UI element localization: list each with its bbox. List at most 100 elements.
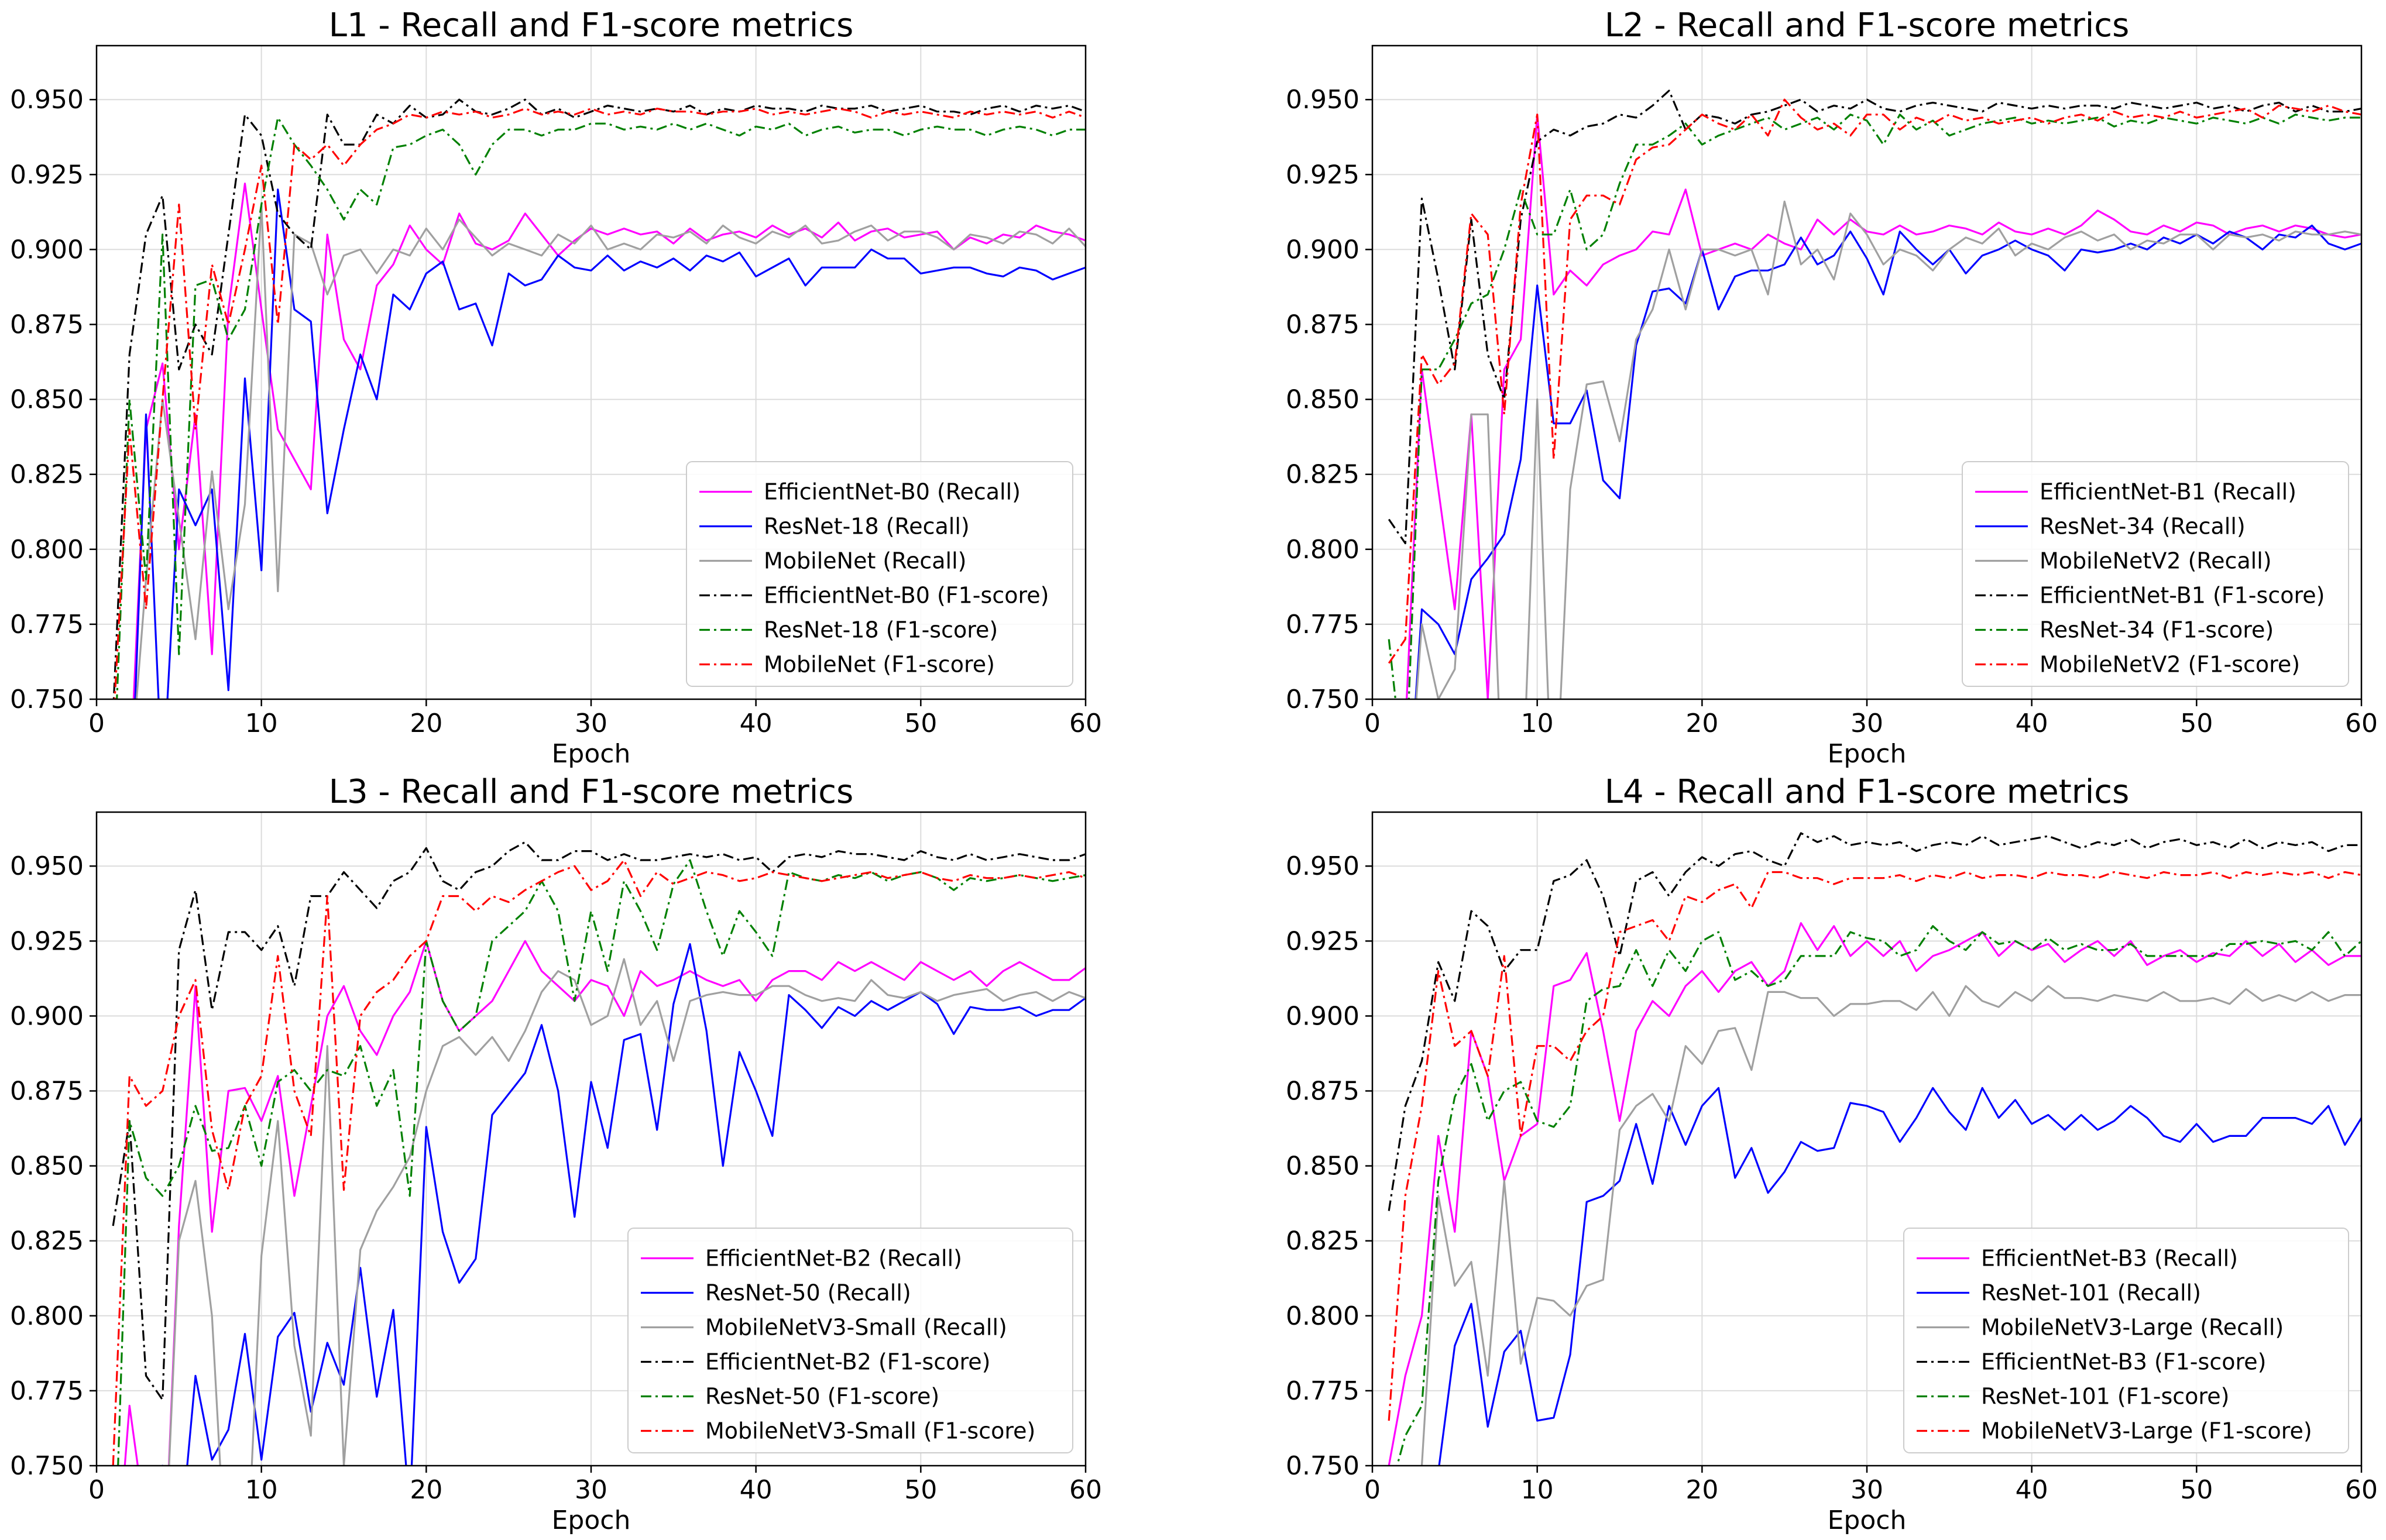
- x-tick-label: 50: [2180, 709, 2213, 738]
- series-line-5: [117, 859, 1086, 1466]
- y-tick-label: 0.850: [10, 385, 84, 415]
- x-tick-label: 20: [410, 1475, 442, 1505]
- legend-label: MobileNet (F1-score): [764, 652, 995, 678]
- series-line-3: [1420, 985, 2361, 1466]
- chart-panel-2: 0 10 20 30 40 50 60 0.750 0.775 0.800 0.825 0.850 0.…: [1286, 6, 2378, 769]
- x-tick-label: 50: [2180, 1475, 2213, 1505]
- x-axis-label: Epoch: [1828, 739, 1907, 769]
- series-line-5: [1388, 114, 2361, 699]
- legend-label: EfficientNet-B2 (F1-score): [705, 1349, 990, 1375]
- legend-label: MobileNetV2 (Recall): [2040, 548, 2272, 574]
- x-tick-label: 60: [1069, 709, 1102, 738]
- legend-label: EfficientNet-B0 (F1-score): [764, 583, 1049, 609]
- legend-label: EfficientNet-B2 (Recall): [705, 1246, 962, 1271]
- x-tick-label: 40: [740, 709, 773, 738]
- legend: EfficientNet-B1 (Recall) ResNet-34 (Recal…: [1962, 461, 2349, 687]
- series-line-6: [114, 108, 1086, 699]
- legend-box: [1903, 1228, 2349, 1453]
- legend-label: MobileNetV2 (F1-score): [2040, 652, 2300, 678]
- chart-title: L3 - Recall and F1-score metrics: [329, 773, 854, 811]
- legend-label: ResNet-34 (Recall): [2040, 514, 2246, 539]
- series-line-1: [123, 940, 1086, 1466]
- series-line-3: [1415, 200, 2361, 699]
- x-tick-label: 60: [2345, 709, 2378, 738]
- legend-label: ResNet-101 (F1-score): [1981, 1384, 2229, 1410]
- y-tick-label: 0.950: [1286, 85, 1359, 115]
- legend-label: ResNet-50 (F1-score): [705, 1384, 939, 1410]
- x-tick-label: 60: [1069, 1475, 1102, 1505]
- legend-label: EfficientNet-B1 (F1-score): [2040, 583, 2325, 609]
- x-tick-label: 10: [245, 709, 278, 738]
- y-tick-label: 0.775: [1286, 1376, 1359, 1406]
- y-tick-label: 0.775: [10, 1376, 84, 1406]
- legend-label: MobileNetV3-Large (Recall): [1981, 1315, 2284, 1340]
- y-tick-label: 0.775: [10, 610, 84, 640]
- legend: EfficientNet-B3 (Recall) ResNet-101 (Reca…: [1903, 1228, 2349, 1453]
- x-tick-label: 30: [575, 709, 607, 738]
- y-tick-label: 0.925: [1286, 926, 1359, 956]
- y-tick-label: 0.750: [1286, 1451, 1359, 1481]
- x-tick-label: 50: [904, 1475, 937, 1505]
- legend-label: MobileNetV3-Small (F1-score): [705, 1418, 1035, 1444]
- x-axis-label: Epoch: [552, 739, 631, 769]
- x-tick-label: 20: [1685, 709, 1718, 738]
- y-tick-label: 0.800: [1286, 1301, 1359, 1331]
- series-line-6: [1388, 98, 2361, 664]
- y-tick-label: 0.925: [10, 160, 84, 190]
- y-tick-label: 0.850: [1286, 1151, 1359, 1181]
- chart-title: L1 - Recall and F1-score metrics: [329, 6, 854, 44]
- x-axis-label: Epoch: [1828, 1505, 1907, 1535]
- x-tick-label: 10: [1521, 709, 1554, 738]
- series-line-5: [116, 116, 1086, 699]
- legend-label: ResNet-50 (Recall): [705, 1280, 911, 1306]
- y-tick-label: 0.875: [10, 1077, 84, 1106]
- legend-label: EfficientNet-B3 (Recall): [1981, 1246, 2238, 1271]
- series-line-6: [1388, 871, 2361, 1421]
- y-tick-label: 0.925: [10, 926, 84, 956]
- x-axis-label: Epoch: [552, 1505, 631, 1535]
- x-tick-label: 40: [740, 1475, 773, 1505]
- series-line-4: [1388, 90, 2361, 545]
- legend-label: EfficientNet-B0 (Recall): [764, 479, 1021, 505]
- x-tick-label: 0: [88, 1475, 105, 1505]
- x-tick-label: 30: [575, 1475, 607, 1505]
- series-line-6: [112, 859, 1086, 1466]
- x-tick-label: 20: [1685, 1475, 1718, 1505]
- x-tick-label: 40: [2016, 1475, 2048, 1505]
- legend-label: EfficientNet-B1 (Recall): [2040, 479, 2296, 505]
- series-line-5: [1396, 925, 2361, 1466]
- x-tick-label: 40: [2016, 709, 2048, 738]
- y-tick-label: 0.800: [1286, 535, 1359, 565]
- y-tick-label: 0.875: [1286, 310, 1359, 340]
- chart-title: L4 - Recall and F1-score metrics: [1605, 773, 2130, 811]
- legend-label: ResNet-18 (Recall): [764, 514, 970, 539]
- series-line-2: [134, 188, 1086, 699]
- y-tick-label: 0.950: [10, 85, 84, 115]
- y-tick-label: 0.900: [1286, 1001, 1359, 1031]
- y-tick-label: 0.900: [1286, 235, 1359, 264]
- x-tick-label: 60: [2345, 1475, 2378, 1505]
- series-line-1: [1406, 114, 2361, 699]
- legend-label: MobileNetV3-Large (F1-score): [1981, 1418, 2312, 1444]
- legend-label: MobileNet (Recall): [764, 548, 966, 574]
- y-tick-label: 0.825: [10, 1226, 84, 1256]
- legend-label: MobileNetV3-Small (Recall): [705, 1315, 1007, 1340]
- y-tick-label: 0.800: [10, 1301, 84, 1331]
- y-tick-label: 0.775: [1286, 610, 1359, 640]
- series-line-2: [1438, 1087, 2361, 1466]
- y-tick-label: 0.825: [1286, 460, 1359, 490]
- x-tick-label: 0: [1364, 1475, 1381, 1505]
- x-tick-label: 30: [1851, 709, 1883, 738]
- series-line-3: [135, 204, 1086, 699]
- legend-label: ResNet-101 (Recall): [1981, 1280, 2201, 1306]
- y-tick-label: 0.900: [10, 235, 84, 264]
- chart-title: L2 - Recall and F1-score metrics: [1605, 6, 2130, 44]
- series-line-4: [112, 841, 1086, 1401]
- chart-panel-1: 0 10 20 30 40 50 60 0.750 0.775 0.800 0.825 0.850 0.…: [10, 6, 1102, 769]
- chart-panel-4: 0 10 20 30 40 50 60 0.750 0.775 0.800 0.825 0.850 0.…: [1286, 773, 2378, 1535]
- legend-label: ResNet-18 (F1-score): [764, 617, 998, 643]
- y-tick-label: 0.925: [1286, 160, 1359, 190]
- x-tick-label: 10: [245, 1475, 278, 1505]
- x-tick-label: 50: [904, 709, 937, 738]
